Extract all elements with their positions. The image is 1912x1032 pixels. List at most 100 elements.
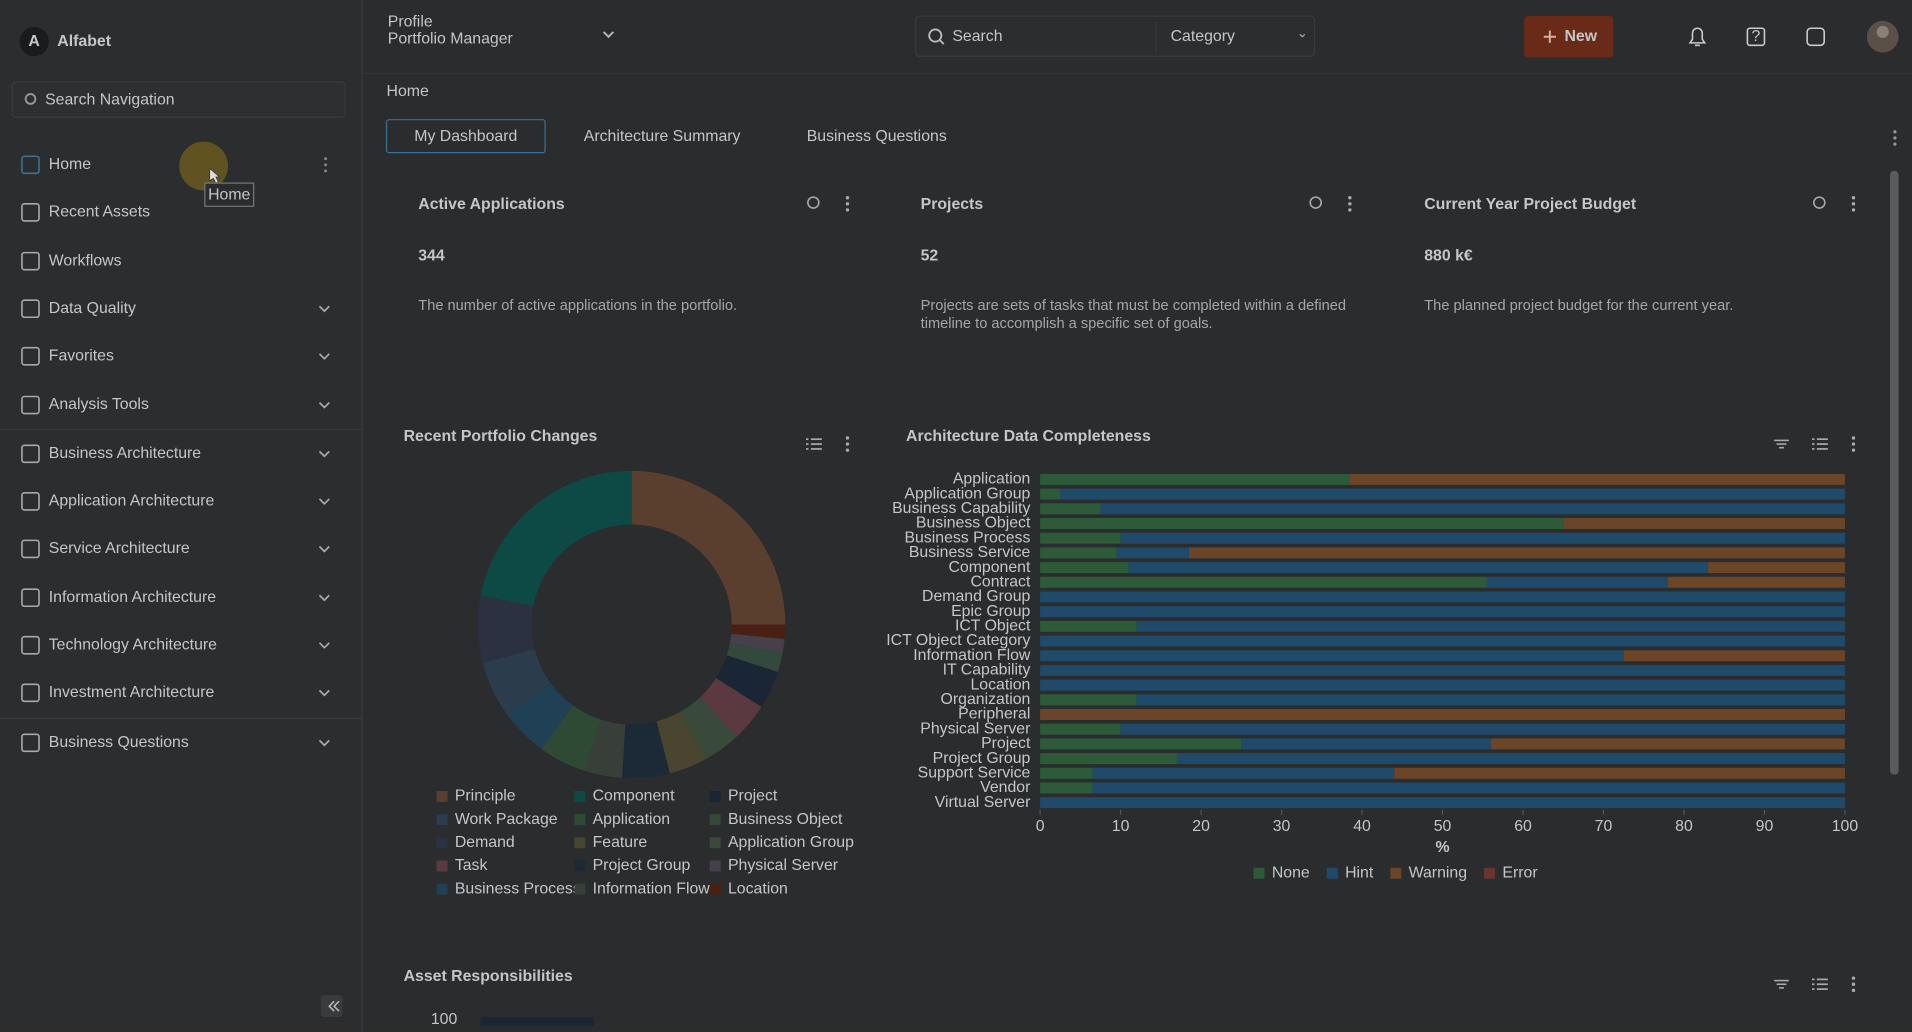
legend-label[interactable]: Component <box>593 788 676 805</box>
refresh-icon[interactable] <box>807 196 820 209</box>
legend-label[interactable]: Physical Server <box>728 857 839 874</box>
nav-item[interactable]: Workflows <box>49 252 122 269</box>
menu-dot[interactable] <box>1348 208 1352 212</box>
x-axis-label: % <box>1435 839 1449 856</box>
legend-label[interactable]: Project <box>728 788 778 805</box>
menu-dot[interactable] <box>845 202 850 206</box>
kpi-value: 880 k€ <box>1424 247 1473 264</box>
help-icon[interactable] <box>1746 27 1766 47</box>
new-button[interactable] <box>1524 16 1614 58</box>
nav-item[interactable]: Technology Architecture <box>49 636 217 653</box>
nav-chevron[interactable] <box>318 401 330 409</box>
legend-label[interactable]: Business Process <box>455 880 581 897</box>
nav-item[interactable]: Data Quality <box>49 300 136 317</box>
legend-label[interactable]: Feature <box>593 834 648 851</box>
pie-slice <box>621 721 670 779</box>
legend-label[interactable]: Warning <box>1409 864 1467 881</box>
legend-label[interactable]: Work Package <box>455 811 558 828</box>
bar-segment <box>1349 473 1845 485</box>
bar-segment <box>1040 591 1845 603</box>
menu-dot[interactable] <box>1851 196 1856 200</box>
tab[interactable]: My Dashboard <box>414 128 517 145</box>
search-box[interactable] <box>915 15 1316 57</box>
menu-dot[interactable] <box>324 157 328 161</box>
legend-label[interactable]: Information Flow <box>593 880 711 897</box>
legend-swatch <box>436 883 448 895</box>
legend-label[interactable]: Application Group <box>728 834 854 851</box>
nav-item[interactable]: Investment Architecture <box>49 684 215 701</box>
legend-label[interactable]: Hint <box>1345 864 1374 881</box>
category-placeholder[interactable]: Category <box>1171 28 1235 45</box>
page-menu[interactable] <box>1893 130 1897 146</box>
legend-label[interactable]: Error <box>1502 864 1538 881</box>
scrollbar[interactable] <box>1890 170 1899 775</box>
nav-chevron[interactable] <box>318 739 330 747</box>
bar-segment <box>1040 664 1845 676</box>
notifications-icon[interactable] <box>1688 27 1707 47</box>
legend-label[interactable]: Business Object <box>728 811 843 828</box>
menu-dot[interactable] <box>324 169 328 173</box>
menu-dot[interactable] <box>1348 196 1352 200</box>
tab[interactable]: Architecture Summary <box>584 128 741 145</box>
legend-label[interactable]: Application <box>593 811 671 828</box>
legend-label[interactable]: Project Group <box>593 857 691 874</box>
refresh-icon[interactable] <box>1309 196 1322 209</box>
refresh-icon[interactable] <box>1813 196 1826 209</box>
menu-dot[interactable] <box>845 208 850 212</box>
nav-item[interactable]: Analysis Tools <box>49 396 149 413</box>
menu-dot[interactable] <box>1851 436 1856 440</box>
nav-item[interactable]: Home <box>49 156 91 173</box>
tab[interactable]: Business Questions <box>807 128 947 145</box>
bar-segment <box>1040 503 1101 515</box>
menu-dot[interactable] <box>845 196 850 200</box>
nav-item[interactable]: Recent Assets <box>49 204 150 221</box>
nav-chevron[interactable] <box>318 305 330 313</box>
menu-dot[interactable] <box>845 442 850 446</box>
legend-label[interactable]: Task <box>455 857 488 874</box>
nav-chevron[interactable] <box>318 450 330 458</box>
nav-item[interactable]: Business Questions <box>49 734 189 751</box>
nav-icon <box>21 444 40 464</box>
y-tick-label: Peripheral <box>958 706 1030 723</box>
profile-name[interactable]: Portfolio Manager <box>388 30 514 47</box>
menu-dot[interactable] <box>1851 442 1856 446</box>
profile-dropdown[interactable] <box>602 31 614 39</box>
nav-chevron[interactable] <box>318 689 330 697</box>
kpi-description: The planned project budget for the curre… <box>1424 296 1734 314</box>
nav-chevron[interactable] <box>318 642 330 649</box>
breadcrumb[interactable]: Home <box>387 83 429 100</box>
menu-dot[interactable] <box>1851 448 1856 452</box>
nav-item[interactable]: Information Architecture <box>49 589 217 606</box>
nav-item[interactable]: Service Architecture <box>49 540 190 557</box>
nav-item[interactable]: Business Architecture <box>49 445 202 462</box>
nav-search[interactable] <box>11 81 346 118</box>
menu-dot[interactable] <box>324 163 328 167</box>
menu-dot[interactable] <box>1348 202 1352 206</box>
legend-label[interactable]: None <box>1272 864 1310 881</box>
menu-dot[interactable] <box>845 436 850 440</box>
pie-slice <box>480 470 632 606</box>
menu-dot[interactable] <box>1851 988 1856 993</box>
plus-icon <box>1543 30 1556 43</box>
menu-dot[interactable] <box>1851 982 1856 986</box>
pie-slice <box>729 633 785 654</box>
menu-dot[interactable] <box>845 448 850 452</box>
legend-label[interactable]: Location <box>728 880 788 897</box>
nav-chevron[interactable] <box>318 498 330 506</box>
nav-chevron[interactable] <box>318 353 330 360</box>
menu-dot[interactable] <box>1851 202 1856 206</box>
pie-slice <box>541 705 601 771</box>
bar-segment <box>1176 753 1845 765</box>
nav-item[interactable]: Application Architecture <box>49 493 215 510</box>
inbox-icon[interactable] <box>1806 27 1825 47</box>
menu-dot[interactable] <box>1851 208 1856 212</box>
nav-chevron[interactable] <box>318 545 330 553</box>
legend-label[interactable]: Principle <box>455 788 516 805</box>
menu-dot[interactable] <box>1851 976 1856 980</box>
legend-swatch <box>709 860 721 872</box>
collapse-button[interactable] <box>320 995 343 1018</box>
nav-chevron[interactable] <box>318 594 330 602</box>
legend-label[interactable]: Demand <box>455 834 515 851</box>
nav-item[interactable]: Favorites <box>49 347 114 364</box>
